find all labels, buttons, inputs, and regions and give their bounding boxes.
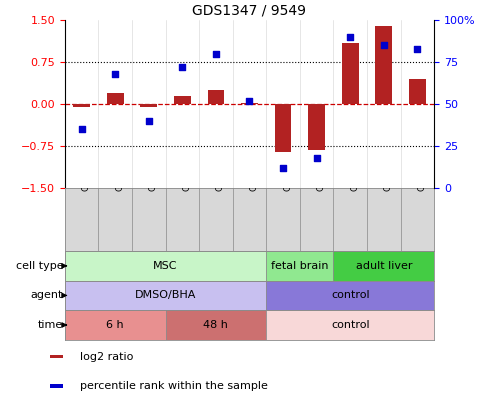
Text: control: control [331, 290, 370, 301]
Text: log2 ratio: log2 ratio [80, 352, 133, 362]
Bar [266, 251, 333, 281]
Text: cell type: cell type [15, 261, 63, 271]
Bar [174, 96, 191, 104]
Bar [342, 43, 359, 104]
Bar [375, 26, 392, 104]
Bar [107, 93, 124, 104]
Text: GSM60437: GSM60437 [115, 142, 124, 192]
Bar [274, 104, 291, 152]
Text: GSM60444: GSM60444 [250, 143, 258, 192]
Point [380, 42, 388, 49]
Text: GSM60450: GSM60450 [384, 142, 393, 192]
Point [313, 155, 321, 161]
Text: GSM60451: GSM60451 [417, 142, 426, 192]
Text: percentile rank within the sample: percentile rank within the sample [80, 381, 268, 391]
Bar [65, 310, 166, 340]
Point [111, 71, 119, 77]
Point [413, 46, 421, 52]
Point [279, 165, 287, 171]
Bar [140, 104, 157, 107]
Text: time: time [38, 320, 63, 330]
Text: GSM60433: GSM60433 [283, 142, 292, 192]
Text: control: control [331, 320, 370, 330]
Point [346, 34, 354, 40]
Point [246, 98, 253, 104]
Text: GSM60442: GSM60442 [216, 143, 225, 192]
Bar [409, 79, 426, 104]
Bar [166, 310, 266, 340]
Text: fetal brain: fetal brain [271, 261, 329, 271]
Text: GSM60440: GSM60440 [182, 143, 191, 192]
Text: GSM60436: GSM60436 [82, 142, 91, 192]
Text: MSC: MSC [153, 261, 178, 271]
Text: GSM60448: GSM60448 [350, 143, 359, 192]
Text: GSM60434: GSM60434 [317, 143, 326, 192]
Bar [50, 355, 63, 358]
Bar [266, 310, 434, 340]
Text: DMSO/BHA: DMSO/BHA [135, 290, 196, 301]
Text: 48 h: 48 h [204, 320, 229, 330]
Point [145, 118, 153, 124]
Bar [241, 103, 258, 104]
Bar [333, 251, 434, 281]
Bar [73, 104, 90, 107]
Point [178, 64, 186, 70]
Bar [50, 384, 63, 388]
Bar [266, 281, 434, 310]
Text: adult liver: adult liver [355, 261, 412, 271]
Text: GSM60438: GSM60438 [149, 142, 158, 192]
Title: GDS1347 / 9549: GDS1347 / 9549 [193, 4, 306, 18]
Bar [308, 104, 325, 150]
Bar [65, 251, 266, 281]
Bar [208, 90, 225, 104]
Text: agent: agent [31, 290, 63, 301]
Point [78, 126, 86, 133]
Point [212, 51, 220, 57]
Text: 6 h: 6 h [106, 320, 124, 330]
Bar [65, 281, 266, 310]
